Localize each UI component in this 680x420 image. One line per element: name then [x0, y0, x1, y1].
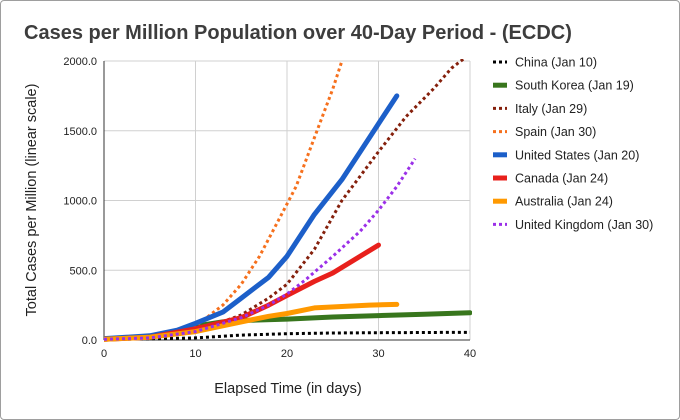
- legend-label: Spain (Jan 30): [515, 125, 596, 139]
- legend-item: United Kingdom (Jan 30): [493, 218, 653, 232]
- legend-label: United States (Jan 20): [515, 148, 639, 162]
- series-line-united-kingdom: [104, 157, 417, 341]
- legend-label: United Kingdom (Jan 30): [515, 218, 653, 232]
- legend-item: Canada (Jan 24): [493, 172, 608, 186]
- y-tick-label: 1000.0: [63, 196, 97, 208]
- y-tick-label: 1500.0: [63, 126, 97, 138]
- legend-item: United States (Jan 20): [493, 148, 639, 162]
- legend-label: China (Jan 10): [515, 56, 597, 70]
- x-tick-label: 30: [372, 348, 384, 360]
- legend-label: South Korea (Jan 19): [515, 79, 634, 93]
- x-tick-label: 0: [101, 348, 107, 360]
- chart-title: Cases per Million Population over 40-Day…: [24, 22, 572, 44]
- y-tick-label: 2000.0: [63, 56, 97, 68]
- legend-item: China (Jan 10): [493, 56, 597, 70]
- series-line-spain: [104, 60, 344, 341]
- x-tick-label: 10: [189, 348, 201, 360]
- legend-label: Italy (Jan 29): [515, 102, 587, 116]
- legend-item: Italy (Jan 29): [493, 102, 587, 116]
- x-tick-label: 20: [281, 348, 293, 360]
- series-line-canada: [104, 242, 381, 342]
- x-tick-label: 40: [464, 348, 476, 360]
- y-tick-label: 500.0: [69, 265, 97, 277]
- series-line-china: [104, 330, 471, 341]
- y-axis-title: Total Cases per Million (linear scale): [24, 84, 40, 317]
- legend: China (Jan 10) South Korea (Jan 19) Italy …: [493, 56, 653, 232]
- legend-label: Australia (Jan 24): [515, 195, 613, 209]
- x-axis-title: Elapsed Time (in days): [214, 381, 361, 397]
- series-lines: [104, 59, 472, 342]
- legend-item: Spain (Jan 30): [493, 125, 596, 139]
- legend-item: Australia (Jan 24): [493, 195, 613, 209]
- series-line-united-states: [104, 93, 400, 342]
- legend-item: South Korea (Jan 19): [493, 79, 634, 93]
- axes: 0 10 20 30 40 0.0 500.0 1000.0 1500.0 2000.0: [63, 56, 476, 360]
- y-tick-label: 0.0: [82, 335, 97, 347]
- legend-label: Canada (Jan 24): [515, 172, 608, 186]
